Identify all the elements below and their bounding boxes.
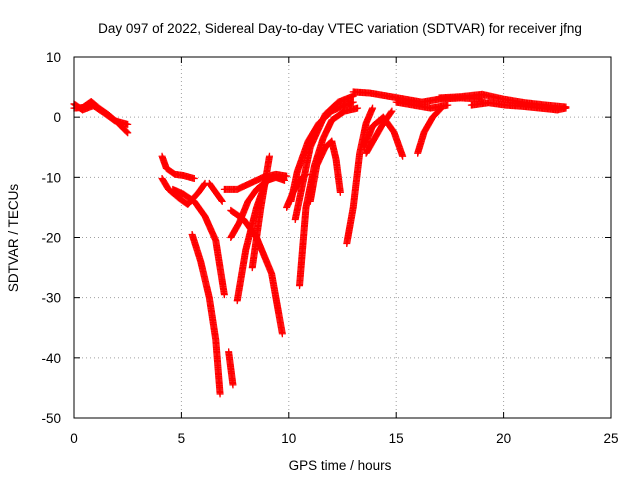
data-point [388,107,396,115]
data-point [283,172,291,180]
data-point [278,330,286,338]
data-point [220,291,228,299]
series-arc-23 [362,107,396,157]
data-point [217,196,225,204]
chart-title: Day 097 of 2022, Sidereal Day-to-day VTE… [98,21,582,36]
data-point [336,188,344,196]
data-point [349,98,357,106]
y-tick-label: 0 [53,110,61,125]
y-tick-label: -10 [41,170,61,185]
plot-frame [73,56,612,419]
x-tick-label: 25 [603,431,618,446]
series-arc-6 [188,230,224,398]
data-point [387,108,395,116]
series-arc-18 [328,137,344,196]
data-point [229,381,237,389]
series-arc-27 [467,99,570,114]
series-arc-19 [291,92,357,223]
y-tick-label: 10 [46,50,61,65]
series-arc-9 [227,206,286,338]
data-point [562,104,570,112]
data-point [354,104,362,112]
y-tick-label: -20 [41,231,61,246]
data-point [190,175,198,183]
x-tick-label: 20 [496,431,511,446]
y-tick-labels: 10 0 -10 -20 -30 -40 -50 [41,50,61,426]
data-point [399,152,407,160]
data-point [124,120,132,128]
data-point [216,390,224,398]
x-tick-label: 15 [389,431,404,446]
series-arc-3 [158,152,198,183]
y-tick-label: -50 [41,411,61,426]
x-tick-labels: 0 5 10 15 20 25 [70,431,618,446]
data-points [70,88,570,398]
series-arc-2 [70,100,132,128]
data-point [369,104,377,112]
gridlines [74,57,611,418]
x-tick-label: 5 [178,431,186,446]
data-point [265,152,273,160]
y-axis-label: SDTVAR / TECUs [6,184,21,293]
data-point [218,197,226,205]
x-tick-label: 0 [70,431,78,446]
series-arc-7 [205,179,226,205]
series-arc-21 [343,104,377,248]
data-point [444,101,452,109]
data-point [124,129,132,137]
series-arc-8 [225,348,237,389]
series-arc-5 [169,185,228,299]
series-arc-13 [220,170,291,193]
data-point [123,128,131,136]
x-tick-label: 10 [281,431,296,446]
y-tick-label: -30 [41,291,61,306]
series-arc-22 [360,113,407,160]
series-arc-17 [306,137,336,205]
y-tick-label: -40 [41,351,61,366]
series-arc-25 [392,98,452,112]
x-axis-label: GPS time / hours [289,458,392,473]
